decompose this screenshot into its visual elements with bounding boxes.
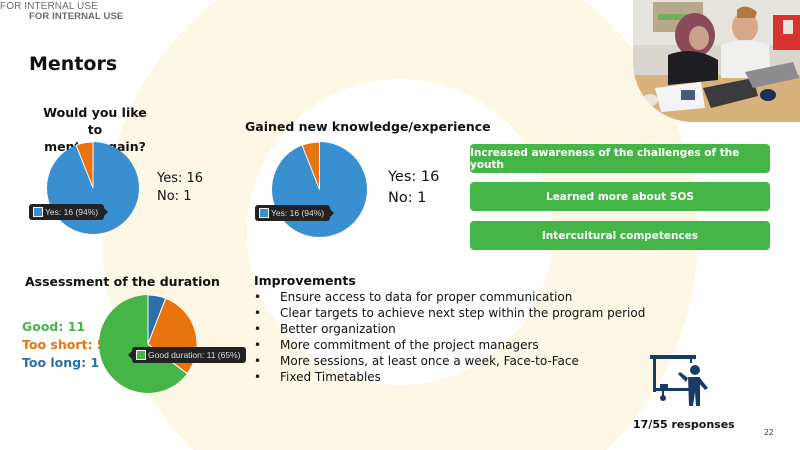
mentor-again-pie-chart[interactable]: [47, 142, 139, 234]
knowledge-tooltip: Yes: 16 (94%): [255, 205, 335, 221]
mentor-again-title-line1: Would you like to: [43, 105, 147, 137]
blue-swatch-icon: [33, 207, 43, 217]
list-item: More sessions, at least once a week, Fac…: [254, 353, 645, 369]
mentor-again-counts: Yes: 16 No: 1: [157, 170, 203, 206]
improvements-section: Improvements Ensure access to data for p…: [254, 273, 645, 385]
duration-legend: Good: 11 Too short: 5 Too long: 1: [22, 318, 106, 372]
mentoring-photo: [633, 0, 800, 122]
mentor-again-tooltip-text: Yes: 16 (94%): [45, 207, 99, 217]
presenter-icon: [650, 354, 712, 414]
knowledge-pie-chart[interactable]: [272, 142, 367, 237]
list-item: Clear targets to achieve next step withi…: [254, 305, 645, 321]
improvements-list: Ensure access to data for proper communi…: [254, 289, 645, 385]
classification-label: FOR INTERNAL USE: [0, 1, 98, 12]
classification-label-secondary: FOR INTERNAL USE: [29, 11, 124, 22]
mentor-again-tooltip: Yes: 16 (94%): [29, 204, 109, 220]
list-item: Fixed Timetables: [254, 369, 645, 385]
knowledge-tooltip-text: Yes: 16 (94%): [271, 208, 325, 218]
improvements-title: Improvements: [254, 273, 356, 288]
duration-tooltip-text: Good duration: 11 (65%): [148, 350, 241, 360]
knowledge-counts: Yes: 16 No: 1: [388, 167, 439, 209]
duration-pie-chart[interactable]: [99, 295, 197, 393]
benefit-awareness: Increased awareness of the challenges of…: [470, 144, 770, 173]
green-swatch-icon: [136, 350, 146, 360]
legend-too-short: Too short: 5: [22, 337, 106, 352]
page-title: Mentors: [29, 53, 118, 75]
legend-good: Good: 11: [22, 319, 86, 334]
benefit-intercultural: Intercultural competences: [470, 221, 770, 250]
knowledge-yes: Yes: 16: [388, 169, 440, 185]
knowledge-chart-title: Gained new knowledge/experience: [245, 119, 491, 134]
benefit-learned-sos: Learned more about SOS: [470, 182, 770, 211]
legend-too-long: Too long: 1: [22, 355, 100, 370]
list-item: Ensure access to data for proper communi…: [254, 289, 645, 305]
responses-count: 17/55 responses: [633, 418, 735, 431]
knowledge-no: No: 1: [388, 190, 427, 206]
duration-chart-title: Assessment of the duration: [25, 274, 220, 289]
page-number: 22: [764, 428, 774, 437]
mentor-again-no: No: 1: [157, 189, 192, 204]
blue-swatch-icon: [259, 208, 269, 218]
duration-tooltip: Good duration: 11 (65%): [127, 347, 247, 363]
list-item: Better organization: [254, 321, 645, 337]
mentor-again-yes: Yes: 16: [157, 171, 204, 186]
list-item: More commitment of the project managers: [254, 337, 645, 353]
